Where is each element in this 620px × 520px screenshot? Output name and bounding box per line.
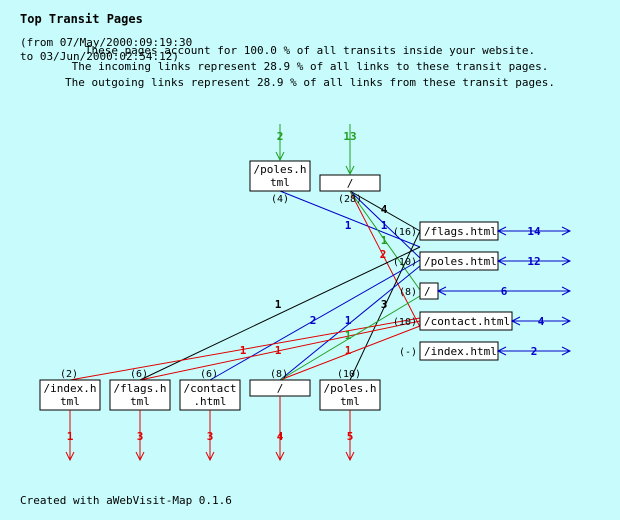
- page-node-label: /: [347, 177, 354, 190]
- link-line: [279, 265, 421, 381]
- page-node-label: .html: [193, 395, 226, 408]
- exit-arrow-head: [275, 451, 285, 462]
- page-node-label: /poles.h: [324, 382, 377, 395]
- exit-count-label: 1: [67, 430, 74, 443]
- link-count-label: 1: [275, 298, 282, 311]
- outgoing-count-label: 6: [501, 285, 508, 298]
- description-line-2: The incoming links represent 28.9 % of a…: [71, 60, 549, 73]
- link-count-label: 1: [381, 234, 388, 247]
- link-line: [69, 317, 421, 381]
- page-node-count: (8): [270, 369, 288, 380]
- page-node-count: (28): [338, 194, 362, 205]
- link-line: [139, 320, 421, 381]
- page-node-box: [179, 379, 241, 411]
- outgoing-count-label: 12: [527, 255, 540, 268]
- page-node-count: (6): [200, 369, 218, 380]
- link-count-label: 1: [345, 344, 352, 357]
- outgoing-arrow-head: [561, 346, 572, 356]
- description-line-3: The outgoing links represent 28.9 % of a…: [64, 76, 556, 89]
- link-line: [349, 190, 421, 291]
- page-node-label: /poles.h: [254, 163, 307, 176]
- exit-count-label: 3: [137, 430, 144, 443]
- exit-count-label: 5: [347, 430, 354, 443]
- link-count-label: 1: [240, 344, 247, 357]
- exit-arrow-head: [135, 451, 145, 462]
- page-title: Top Transit Pages: [20, 12, 143, 26]
- page-node-label: /poles.html: [424, 255, 497, 268]
- outgoing-arrow-tail: [496, 346, 507, 356]
- incoming-arrow-head: [345, 165, 355, 176]
- outgoing-arrow-tail: [496, 226, 507, 236]
- link-count-label: 2: [310, 314, 317, 327]
- link-count-label: 1: [345, 314, 352, 327]
- outgoing-arrow-head: [561, 256, 572, 266]
- outgoing-arrow-head: [561, 226, 572, 236]
- page-node-count: (2): [60, 369, 78, 380]
- link-line: [279, 190, 421, 248]
- outgoing-count-label: 2: [531, 345, 538, 358]
- page-node-count: (10): [393, 257, 417, 268]
- page-node-count: (16): [393, 227, 417, 238]
- link-count-label: 1: [345, 329, 352, 342]
- incoming-count-label: 2: [277, 130, 284, 143]
- page-node-label: tml: [130, 395, 150, 408]
- page-node-label: /flags.h: [114, 382, 167, 395]
- link-count-label: 1: [345, 219, 352, 232]
- page-node-count: (10): [337, 369, 361, 380]
- page-node-label: /: [277, 382, 284, 395]
- outgoing-count-label: 14: [527, 225, 541, 238]
- page-node-box: [39, 379, 101, 411]
- exit-arrow-head: [205, 451, 215, 462]
- link-line: [349, 190, 421, 232]
- link-line: [349, 230, 421, 381]
- page-node-label: /contact.html: [424, 315, 510, 328]
- page-node-label: /contact: [184, 382, 237, 395]
- link-count-label: 1: [381, 219, 388, 232]
- link-line: [279, 295, 421, 381]
- link-line: [349, 190, 421, 328]
- outgoing-arrow-head: [561, 316, 572, 326]
- description-line-1: These pages account for 100.0 % of all t…: [84, 44, 536, 57]
- incoming-count-label: 13: [343, 130, 356, 143]
- link-line: [349, 190, 421, 259]
- exit-arrow-head: [345, 451, 355, 462]
- footer-credit: Created with aWebVisit-Map 0.1.6: [20, 494, 232, 507]
- page-node-count: (4): [271, 194, 289, 205]
- outgoing-arrow-tail: [510, 316, 521, 326]
- link-line: [139, 246, 421, 381]
- incoming-arrow-head: [275, 151, 285, 162]
- link-count-label: 1: [275, 344, 282, 357]
- page-node-label: tml: [270, 176, 290, 189]
- page-node-count: (10): [393, 317, 417, 328]
- outgoing-arrow-head: [561, 286, 572, 296]
- link-count-label: 3: [381, 298, 388, 311]
- page-node-label: /index.html: [424, 345, 497, 358]
- link-line: [209, 259, 421, 381]
- date-range-from: (from 07/May/2000:09:19:30: [20, 36, 193, 49]
- page-node-count: (6): [130, 369, 148, 380]
- page-node-label: /index.h: [44, 382, 97, 395]
- page-node-count: (8): [399, 287, 417, 298]
- page-node-label: /flags.html: [424, 225, 497, 238]
- exit-arrow-head: [65, 451, 75, 462]
- outgoing-arrow-tail: [436, 286, 447, 296]
- link-line: [279, 325, 421, 381]
- exit-count-label: 3: [207, 430, 214, 443]
- date-range-to: to 03/Jun/2000:02:54:12): [20, 50, 179, 63]
- page-node-label: tml: [340, 395, 360, 408]
- outgoing-arrow-tail: [496, 256, 507, 266]
- page-node-count: (-): [399, 347, 417, 358]
- page-node-label: /: [424, 285, 431, 298]
- exit-count-label: 4: [277, 430, 284, 443]
- page-node-box: [319, 379, 381, 411]
- page-node-label: tml: [60, 395, 80, 408]
- page-node-box: [249, 160, 311, 192]
- outgoing-count-label: 4: [538, 315, 545, 328]
- link-count-label: 4: [381, 203, 388, 216]
- link-count-label: 2: [380, 248, 387, 261]
